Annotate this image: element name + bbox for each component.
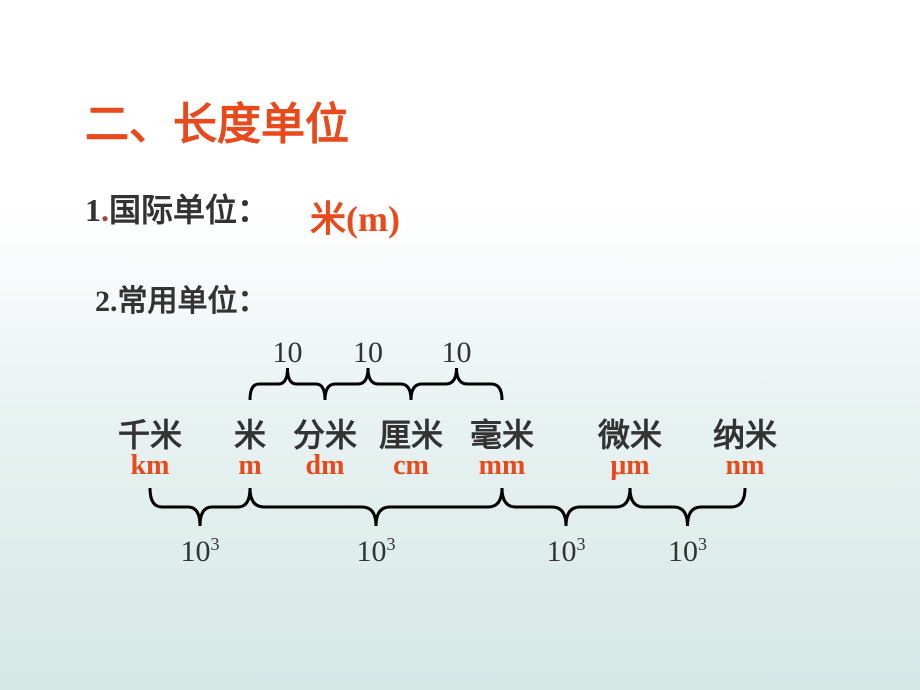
bottom-brace-label-base: 10	[357, 535, 387, 568]
bottom-brace-label-sup: 3	[577, 534, 586, 554]
top-brace	[325, 368, 411, 400]
bottom-brace-label-sup: 3	[698, 534, 707, 554]
bottom-brace-label-sup: 3	[387, 534, 396, 554]
bottom-brace	[502, 488, 630, 526]
bottom-brace-label: 103	[536, 534, 596, 569]
bottom-brace	[150, 488, 250, 526]
top-brace-label: 10	[263, 336, 313, 370]
bottom-brace-label: 103	[170, 534, 230, 569]
bottom-brace-label: 103	[658, 534, 718, 569]
bottom-brace-label-sup: 3	[211, 534, 220, 554]
bottom-brace-label-base: 10	[547, 535, 577, 568]
bottom-brace-label-base: 10	[668, 535, 698, 568]
top-brace-label: 10	[343, 336, 393, 370]
top-brace	[411, 368, 502, 400]
bottom-brace-label: 103	[346, 534, 406, 569]
top-brace	[250, 368, 325, 400]
bottom-brace	[250, 488, 502, 526]
bottom-brace	[630, 488, 745, 526]
top-brace-label: 10	[432, 336, 482, 370]
bottom-brace-label-base: 10	[181, 535, 211, 568]
